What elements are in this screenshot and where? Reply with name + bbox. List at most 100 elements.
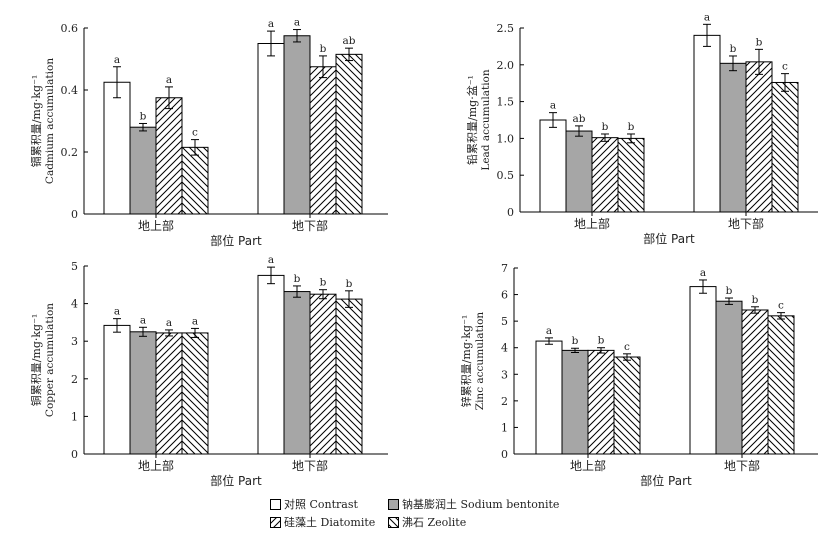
significance-label: b (320, 43, 327, 55)
significance-label: b (726, 285, 733, 297)
y-tick-label: 2.0 (497, 59, 515, 72)
significance-label: b (598, 335, 605, 347)
significance-label: a (114, 306, 120, 318)
chart-cadmium: 0 0.2 0.4 0.6 镉累积量/mg·kg⁻¹ Cadmium accumulati… (29, 17, 388, 248)
significance-label: a (700, 267, 706, 279)
bar-lead-s0-c0 (539, 119, 567, 213)
x-category-label: 地下部 (724, 458, 760, 473)
significance-label: b (294, 273, 301, 285)
y-tick-label: 1 (501, 421, 508, 434)
y-tick-label: 1.5 (497, 96, 515, 109)
bar-cadmium-s2-c0 (155, 97, 183, 215)
significance-label: b (756, 36, 763, 48)
y-tick-label: 1.0 (497, 132, 515, 145)
significance-label: a (140, 314, 146, 326)
significance-label: c (778, 300, 784, 312)
y-axis-title-en: Cadmium accumulation (44, 58, 56, 184)
bar-lead-s2-c1 (745, 61, 773, 213)
bar-cadmium-s3-c1 (335, 53, 363, 215)
legend-label: 硅藻土 Diatomite (284, 516, 376, 529)
y-tick-label: 2 (71, 373, 78, 386)
significance-label: a (192, 315, 198, 327)
significance-label: b (572, 335, 579, 347)
y-tick-label: 5 (71, 260, 78, 273)
y-axis-title-en: Zinc accumulation (474, 312, 486, 411)
significance-label: c (782, 61, 788, 73)
legend-item-sodium-bentonite: 钠基膨润土 Sodium bentonite (388, 496, 559, 512)
y-tick-label: 5 (501, 315, 508, 328)
x-axis-title: 部位 Part (643, 231, 695, 246)
y-tick-label: 1 (71, 410, 78, 423)
bar-lead-s1-c1 (719, 62, 747, 213)
bar-copper-s1-c0 (129, 331, 157, 455)
x-category-label: 地下部 (728, 216, 764, 231)
y-tick-label: 2 (501, 395, 508, 408)
significance-label: a (546, 325, 552, 337)
y-tick-label: 0.5 (497, 169, 515, 182)
significance-label: b (730, 43, 737, 55)
y-tick-label: 4 (71, 298, 78, 311)
y-axis-title-cn: 锌累积量/mg·kg⁻¹ (459, 315, 473, 408)
significance-label: b (602, 121, 609, 133)
bar-zinc-s2-c0 (587, 349, 615, 455)
bar-zinc-s3-c1 (767, 315, 795, 455)
bar-zinc-s1-c1 (715, 300, 743, 455)
bar-cadmium-s3-c0 (181, 146, 209, 215)
y-tick-label: 0.2 (61, 146, 79, 159)
y-axis-title-cn: 铅累积量/mg·盆⁻¹ (465, 75, 479, 165)
y-tick-label: 0.4 (61, 84, 79, 97)
significance-label: b (752, 294, 759, 306)
bar-zinc-s2-c1 (741, 309, 769, 455)
x-category-label: 地下部 (292, 458, 328, 473)
bar-lead-s3-c1 (771, 81, 799, 213)
y-tick-label: 0 (507, 206, 514, 219)
bar-zinc-s0-c1 (689, 286, 717, 455)
bar-cadmium-s1-c1 (283, 35, 311, 215)
y-axis-title-en: Copper accumulation (44, 303, 56, 417)
bar-zinc-s0-c0 (535, 340, 563, 455)
legend-label: 对照 Contrast (284, 498, 358, 511)
x-category-label: 地上部 (574, 216, 610, 231)
significance-label: b (320, 277, 327, 289)
chart-lead: 0 0.5 1.0 1.5 2.0 2.5 铅累积量/mg·盆⁻¹ Lead accumula… (465, 11, 818, 246)
bar-zinc-s1-c0 (561, 349, 589, 455)
significance-label: ab (343, 35, 356, 47)
significance-label: b (346, 278, 353, 290)
legend-item-diatomite: 硅藻土 Diatomite (270, 514, 375, 530)
significance-label: a (114, 54, 120, 66)
significance-label: a (166, 317, 172, 329)
y-axis-title-en: Lead accumulation (480, 69, 492, 171)
x-axis-title: 部位 Part (210, 233, 262, 248)
bar-lead-s3-c0 (617, 137, 645, 213)
x-category-label: 地上部 (570, 458, 606, 473)
bar-lead-s2-c0 (591, 137, 619, 213)
y-tick-label: 2.5 (497, 22, 515, 35)
significance-label: a (704, 11, 710, 23)
significance-label: a (550, 100, 556, 112)
legend-item-contrast: 对照 Contrast (270, 496, 358, 512)
significance-label: c (192, 127, 198, 139)
significance-label: a (166, 74, 172, 86)
bar-copper-s1-c1 (283, 291, 311, 455)
significance-label: ab (573, 113, 586, 125)
significance-label: a (268, 18, 274, 30)
bar-copper-s3-c1 (335, 298, 363, 455)
legend-swatch-white (270, 498, 281, 510)
significance-label: a (294, 17, 300, 29)
legend: 对照 Contrast 钠基膨润土 Sodium bentonite 硅藻土 D… (270, 494, 600, 530)
bar-copper-s0-c1 (257, 274, 285, 455)
bar-cadmium-s0-c1 (257, 43, 285, 215)
chart-zinc: 0 1 2 3 4 5 6 7 锌累积量/mg·kg⁻¹ Zinc accumulation a a b… (459, 262, 818, 488)
y-tick-label: 0 (71, 448, 78, 461)
chart-copper: 0 1 2 3 4 5 铜累积量/mg·kg⁻¹ Copper accumulation a a a… (29, 254, 388, 488)
x-category-label: 地下部 (292, 218, 328, 233)
bar-copper-s3-c0 (181, 332, 209, 455)
significance-label: b (628, 121, 635, 133)
y-tick-label: 6 (501, 289, 508, 302)
y-tick-label: 3 (71, 335, 78, 348)
y-tick-label: 0.6 (61, 22, 79, 35)
legend-swatch-hatch-right (270, 516, 281, 528)
x-category-label: 地上部 (138, 458, 174, 473)
y-axis-title-cn: 铜累积量/mg·kg⁻¹ (29, 314, 43, 407)
